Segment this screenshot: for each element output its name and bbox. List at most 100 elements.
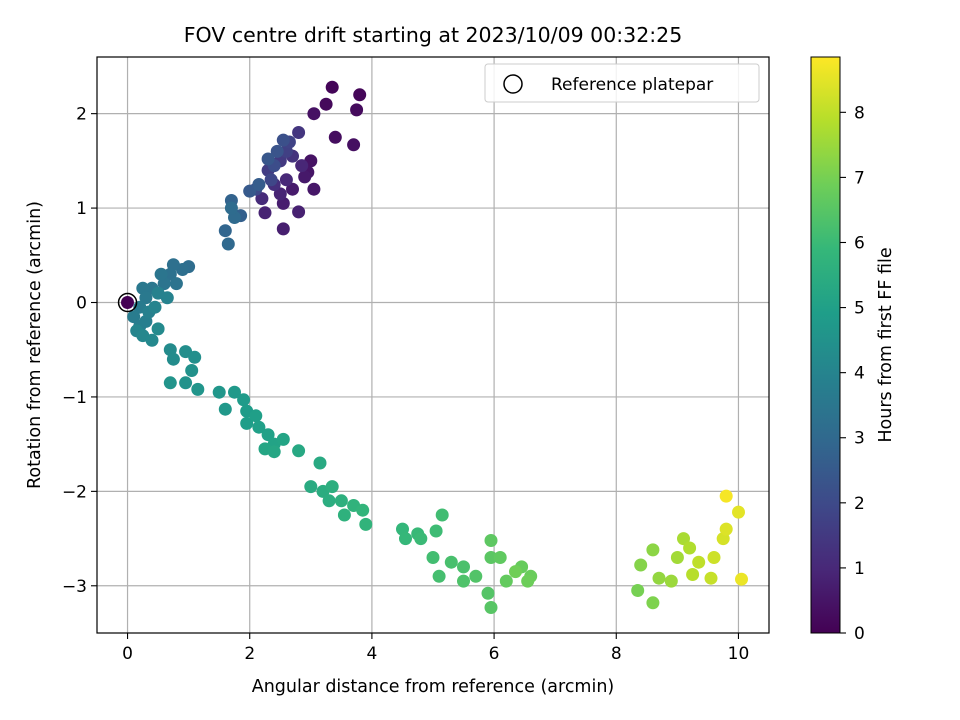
data-point (732, 505, 745, 519)
data-point (221, 237, 235, 251)
data-point (356, 503, 370, 517)
data-point (670, 551, 684, 564)
data-point (457, 574, 470, 588)
chart-title: FOV centre drift starting at 2023/10/09 … (184, 23, 683, 47)
data-point (328, 130, 342, 144)
data-point (432, 569, 446, 583)
data-point (350, 103, 364, 117)
data-point (337, 508, 351, 522)
plot-frame (96, 56, 770, 634)
legend-reference-label: Reference platepar (551, 75, 713, 95)
data-point (634, 558, 648, 572)
data-point (237, 393, 251, 407)
x-tick-label: 0 (122, 644, 133, 664)
data-point (313, 456, 327, 470)
data-point (307, 107, 321, 121)
legend-box (484, 63, 760, 103)
data-point (484, 551, 498, 564)
data-point (252, 420, 266, 434)
data-point (169, 277, 183, 291)
data-point (286, 182, 299, 196)
data-point (163, 376, 177, 390)
data-point (683, 541, 697, 555)
y-tick-label: 2 (76, 105, 87, 125)
data-point (243, 184, 257, 198)
data-point (279, 173, 293, 187)
data-points (117, 80, 748, 614)
colorbar-tick-label: 8 (854, 103, 865, 123)
data-point (148, 300, 162, 314)
data-point (191, 382, 205, 396)
data-point (499, 574, 513, 588)
data-point (359, 517, 373, 531)
data-point (493, 551, 507, 564)
y-axis-ticks: −3 −2 −1 0 1 2 (62, 105, 97, 597)
colorbar-tick-label: 7 (854, 168, 865, 188)
colorbar-tick-label: 0 (854, 624, 865, 644)
data-point (121, 296, 134, 309)
data-point (218, 224, 232, 238)
data-point (719, 489, 733, 503)
y-axis-label: Rotation from reference (arcmin) (25, 201, 45, 489)
data-point (261, 428, 275, 442)
data-point (270, 144, 284, 158)
data-point (646, 543, 660, 557)
colorbar-label: Hours from first FF file (876, 247, 896, 442)
data-point (692, 555, 706, 569)
data-point (252, 178, 266, 191)
data-point (154, 267, 168, 281)
data-point (509, 565, 522, 579)
data-point (484, 601, 498, 614)
data-point (677, 532, 690, 546)
colorbar-tick-label: 1 (854, 559, 865, 579)
data-point (304, 480, 318, 494)
data-point (255, 192, 269, 206)
data-point (276, 133, 290, 147)
x-tick-label: 2 (244, 644, 255, 664)
data-point (228, 385, 241, 399)
data-point (160, 291, 174, 305)
data-point (353, 88, 367, 102)
x-tick-label: 10 (728, 644, 750, 664)
data-point (295, 159, 309, 173)
data-point (481, 586, 495, 600)
data-point (521, 574, 535, 588)
data-point (179, 376, 193, 390)
colorbar-tick-label: 3 (854, 429, 865, 449)
grid-lines (97, 57, 769, 633)
data-point (631, 584, 645, 597)
data-point (292, 205, 306, 219)
y-tick-label: 1 (76, 199, 87, 219)
legend: Reference platepar (484, 63, 760, 103)
x-axis-label: Angular distance from reference (arcmin) (252, 677, 615, 697)
data-point (188, 350, 202, 364)
data-point (292, 444, 306, 458)
data-point (399, 532, 412, 546)
data-point (267, 445, 281, 459)
data-point (652, 571, 666, 585)
data-point (276, 432, 290, 446)
data-point (325, 480, 339, 494)
data-point (151, 322, 165, 336)
data-point (707, 551, 721, 564)
data-point (276, 222, 290, 236)
data-point (307, 182, 321, 196)
data-point (322, 494, 336, 508)
y-tick-label: 0 (76, 294, 87, 314)
data-point (249, 409, 263, 423)
data-point (484, 534, 498, 547)
y-tick-label: −2 (62, 482, 87, 502)
data-point (444, 555, 458, 569)
data-point (319, 97, 333, 111)
data-point (719, 522, 733, 536)
colorbar-tick-label: 2 (854, 494, 865, 514)
data-point (264, 173, 278, 187)
data-point (261, 152, 275, 166)
data-point (347, 138, 361, 152)
data-point (224, 201, 238, 215)
colorbar-tick-label: 6 (854, 233, 865, 253)
data-point (212, 385, 226, 399)
x-axis-ticks: 0 2 4 6 8 10 (122, 633, 749, 664)
